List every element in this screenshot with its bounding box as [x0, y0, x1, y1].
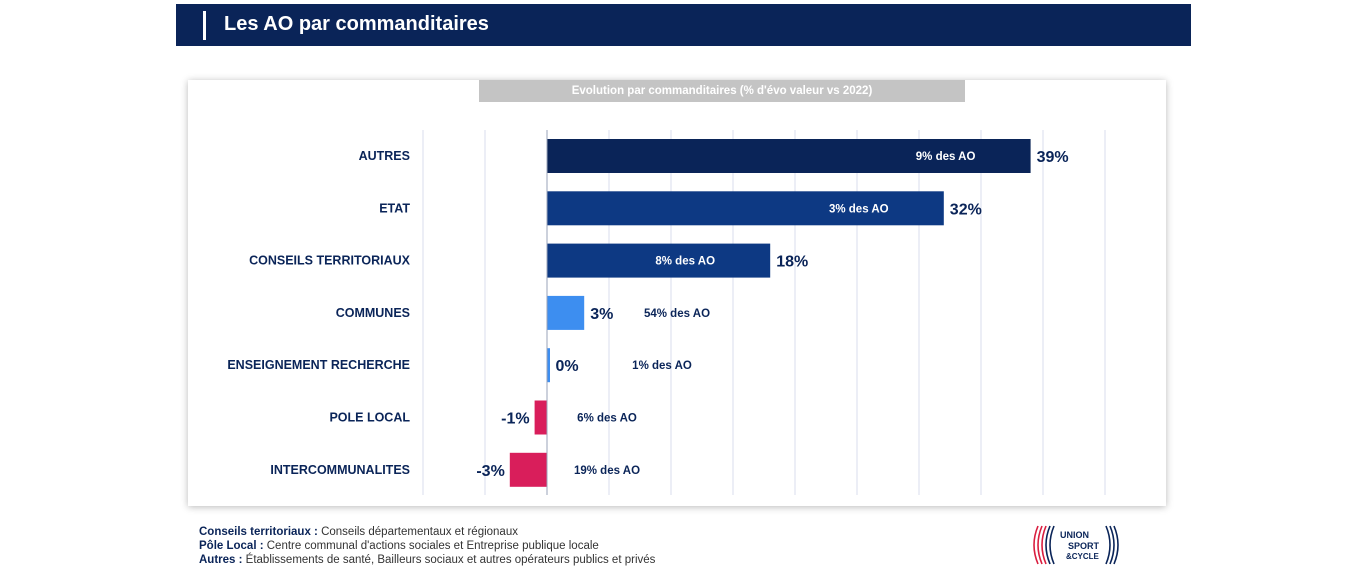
note-autres: Autres : Établissements de santé, Baille…	[199, 553, 655, 567]
value-label: -1%	[501, 411, 529, 428]
value-label: 32%	[950, 201, 982, 218]
share-label: 54% des AO	[644, 308, 710, 320]
category-label: ETAT	[379, 201, 410, 215]
share-label: 8% des AO	[655, 256, 715, 268]
note-text: Centre communal d'actions sociales et En…	[266, 540, 599, 552]
note-text: Conseils départementaux et régionaux	[321, 526, 518, 538]
share-label: 3% des AO	[829, 203, 889, 215]
logo-line-2: SPORT	[1068, 541, 1100, 551]
value-label: 3%	[590, 306, 613, 323]
logo-line-3: &CYCLE	[1066, 552, 1100, 561]
category-label: POLE LOCAL	[329, 411, 410, 425]
value-label: 0%	[555, 358, 578, 375]
note-term: Autres :	[199, 554, 243, 566]
category-label: CONSEILS TERRITORIAUX	[249, 254, 411, 268]
category-label: INTERCOMMUNALITES	[270, 463, 410, 477]
value-label: 39%	[1037, 149, 1069, 166]
value-label: 18%	[776, 254, 808, 271]
value-label: -3%	[476, 463, 504, 480]
note-term: Pôle Local :	[199, 540, 264, 552]
union-sport-cycle-logo: UNION SPORT &CYCLE	[1033, 525, 1119, 565]
share-label: 9% des AO	[916, 151, 976, 163]
bar	[547, 191, 944, 226]
header-accent-bar	[203, 11, 206, 40]
bar	[547, 348, 550, 383]
chart-title: Evolution par commanditaires (% d'évo va…	[479, 80, 965, 102]
category-label: COMMUNES	[336, 306, 410, 320]
note-conseils-territoriaux: Conseils territoriaux : Conseils départe…	[199, 525, 518, 539]
bar	[547, 295, 585, 330]
bar	[534, 400, 547, 435]
category-label: AUTRES	[359, 149, 410, 163]
bar	[509, 452, 547, 487]
share-label: 1% des AO	[632, 360, 692, 372]
share-label: 6% des AO	[577, 413, 637, 425]
note-pole-local: Pôle Local : Centre communal d'actions s…	[199, 539, 599, 553]
category-label: ENSEIGNEMENT RECHERCHE	[227, 358, 410, 372]
note-text: Établissements de santé, Bailleurs socia…	[245, 554, 656, 566]
logo-line-1: UNION	[1060, 530, 1089, 540]
header-banner: Les AO par commanditaires	[176, 4, 1191, 46]
bar	[547, 243, 771, 278]
bar	[547, 139, 1031, 173]
note-term: Conseils territoriaux :	[199, 526, 318, 538]
share-label: 19% des AO	[574, 465, 640, 477]
page-title: Les AO par commanditaires	[224, 13, 489, 35]
